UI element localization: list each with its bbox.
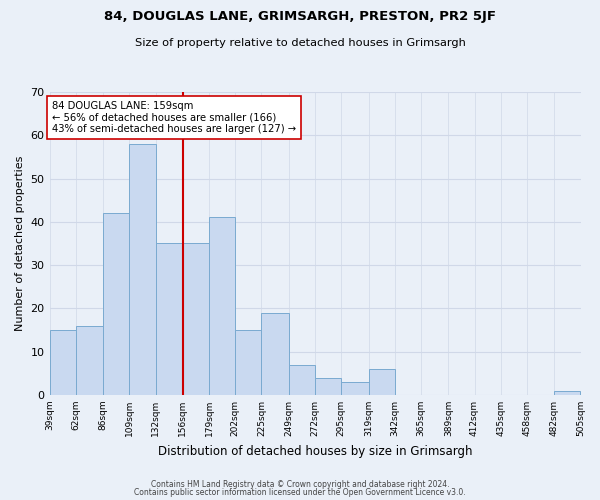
Text: Size of property relative to detached houses in Grimsargh: Size of property relative to detached ho… (134, 38, 466, 48)
Bar (289, 364, 315, 395)
Bar (50, 330, 76, 395)
Bar (315, 378, 341, 395)
Bar (368, 369, 395, 395)
Text: 84, DOUGLAS LANE, GRIMSARGH, PRESTON, PR2 5JF: 84, DOUGLAS LANE, GRIMSARGH, PRESTON, PR… (104, 10, 496, 23)
Y-axis label: Number of detached properties: Number of detached properties (15, 156, 25, 331)
Bar (209, 218, 235, 395)
Text: 84 DOUGLAS LANE: 159sqm
← 56% of detached houses are smaller (166)
43% of semi-d: 84 DOUGLAS LANE: 159sqm ← 56% of detache… (52, 101, 296, 134)
Bar (554, 390, 580, 395)
Bar (76, 326, 103, 395)
Bar (129, 144, 155, 395)
Text: Contains public sector information licensed under the Open Government Licence v3: Contains public sector information licen… (134, 488, 466, 497)
Bar (341, 382, 368, 395)
Bar (155, 244, 183, 395)
Text: Contains HM Land Registry data © Crown copyright and database right 2024.: Contains HM Land Registry data © Crown c… (151, 480, 449, 489)
Bar (103, 213, 129, 395)
Bar (183, 244, 209, 395)
Bar (262, 312, 289, 395)
Bar (235, 330, 262, 395)
X-axis label: Distribution of detached houses by size in Grimsargh: Distribution of detached houses by size … (158, 444, 472, 458)
